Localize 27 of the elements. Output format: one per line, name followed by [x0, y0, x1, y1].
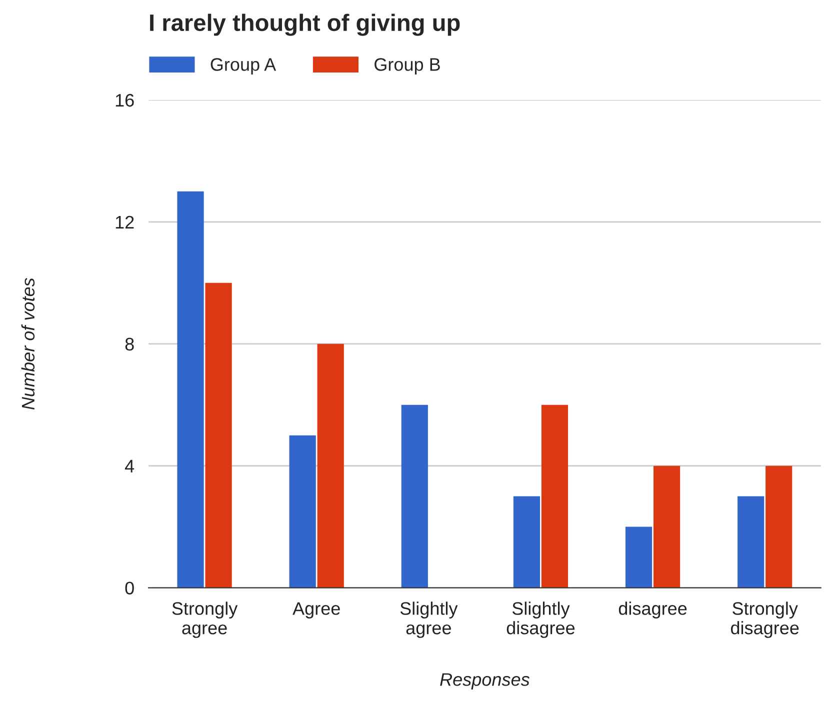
y-tick-label: 12 [116, 216, 134, 228]
x-axis-title: Responses [440, 673, 530, 690]
y-tick-label: 16 [116, 94, 134, 107]
bar [625, 526, 652, 588]
x-tick-label: Agree [292, 602, 340, 618]
bar [177, 191, 204, 588]
x-tick-label: disagree [618, 602, 687, 618]
bar [766, 466, 792, 588]
bar [401, 404, 428, 588]
x-tick-label: Strongly agree [172, 602, 238, 638]
bar [653, 466, 680, 588]
bar [541, 404, 568, 588]
chart-title: I rarely thought of giving up [150, 14, 460, 36]
y-tick-label: 0 [125, 582, 134, 594]
bar [289, 435, 316, 588]
bar [205, 282, 232, 588]
x-tick-label: Strongly disagree [730, 602, 799, 638]
x-tick-label: Slightly disagree [506, 602, 575, 638]
legend-label: Group B [374, 58, 440, 74]
y-tick-label: 8 [125, 338, 134, 351]
bar [513, 496, 540, 588]
y-tick-label: 4 [124, 460, 134, 472]
y-axis-title: Number of votes [21, 278, 35, 410]
bar [317, 344, 344, 588]
legend-label: Group A [210, 58, 276, 74]
bar [738, 496, 764, 588]
x-tick-label: Slightly agree [400, 602, 458, 638]
